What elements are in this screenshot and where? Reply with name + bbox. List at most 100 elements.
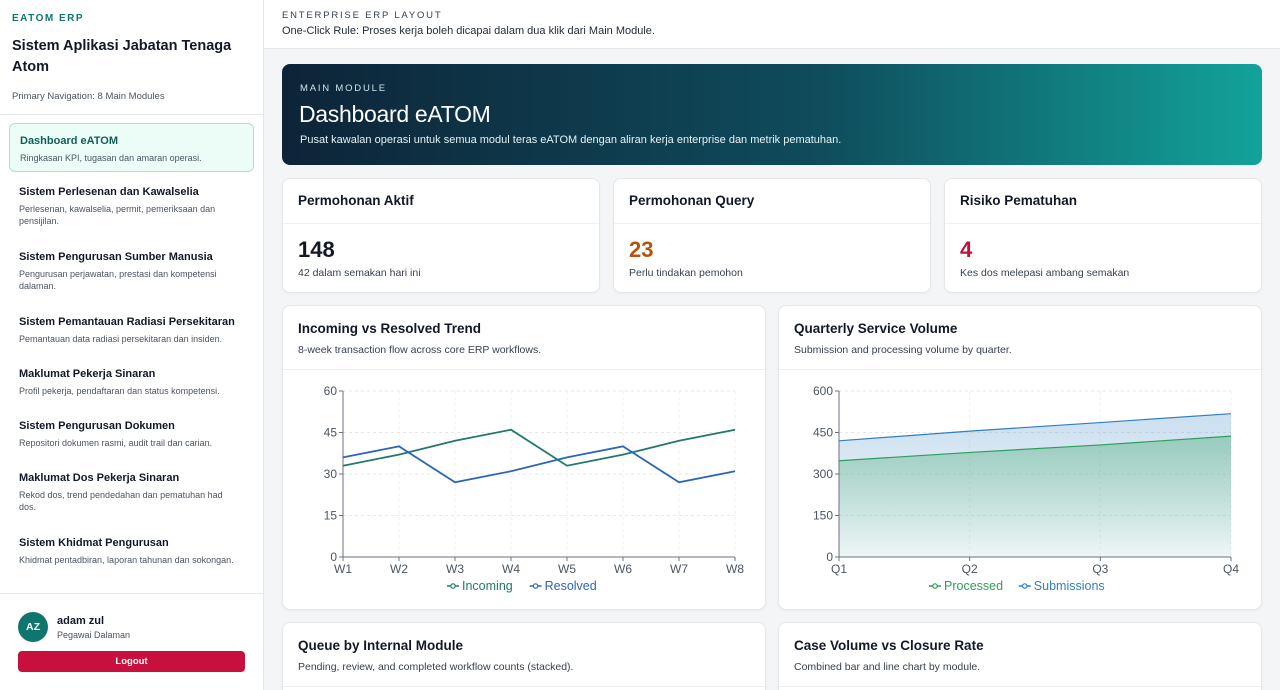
chart-subtitle: 8-week transaction flow across core ERP … — [298, 344, 542, 356]
kpi-divider — [945, 223, 1261, 224]
quarterly-chart: 0 150 300 450 600 Q1 Q2 Q3 Q4 Processed Submission… — [813, 384, 1239, 593]
topbar-kicker: ENTERPRISE ERP LAYOUT — [282, 10, 443, 21]
sidebar-item-dos-pekerja[interactable]: Maklumat Dos Pekerja Sinaran Rekod dos, … — [9, 465, 254, 517]
queue-chart-card: Queue by Internal Module Pending, review… — [282, 622, 766, 690]
sidebar-item-title: Sistem Pengurusan Dokumen — [19, 420, 175, 432]
trend-chart-card: Incoming vs Resolved Trend 8-week transa… — [282, 305, 766, 610]
x-tick-label: W2 — [390, 562, 408, 576]
kpi-title: Risiko Pematuhan — [960, 193, 1078, 208]
nav-caption: Primary Navigation: 8 Main Modules — [12, 91, 165, 102]
chart-subtitle: Pending, review, and completed workflow … — [298, 661, 574, 673]
x-tick-label: W1 — [334, 562, 352, 576]
kpi-divider — [283, 223, 599, 224]
y-tick-label: 300 — [813, 467, 833, 481]
x-tick-label: W5 — [558, 562, 576, 576]
x-tick-label: W6 — [614, 562, 632, 576]
sidebar-item-title: Sistem Pemantauan Radiasi Persekitaran — [19, 316, 235, 328]
sidebar-item-desc: Perlesenan, kawalselia, permit, pemeriks… — [19, 204, 216, 226]
sidebar-item-dashboard[interactable]: Dashboard eATOM Ringkasan KPI, tugasan d… — [9, 123, 254, 172]
sidebar-item-radiasi[interactable]: Sistem Pemantauan Radiasi Persekitaran P… — [9, 309, 254, 349]
y-tick-label: 45 — [324, 426, 338, 440]
chart-divider — [779, 686, 1261, 687]
kpi-title: Permohonan Query — [629, 193, 755, 208]
sidebar-item-khidmat[interactable]: Sistem Khidmat Pengurusan Khidmat pentad… — [9, 530, 254, 582]
x-tick-label: Q2 — [962, 562, 978, 576]
logout-button[interactable]: Logout — [18, 651, 245, 672]
sidebar-item-title: Maklumat Pekerja Sinaran — [19, 368, 156, 380]
x-tick-label: W4 — [502, 562, 520, 576]
kpi-value: 23 — [629, 237, 654, 262]
legend-marker — [1022, 583, 1028, 589]
kpi-subtext: Perlu tindakan pemohon — [629, 267, 743, 279]
x-tick-label: Q3 — [1092, 562, 1108, 576]
legend-label: Incoming — [462, 579, 513, 593]
series-line-submissions — [838, 413, 1232, 442]
sidebar-item-title: Sistem Pengurusan Sumber Manusia — [19, 251, 213, 263]
series-area-processed — [839, 436, 1231, 557]
y-tick-label: 0 — [330, 550, 337, 564]
chart-title: Quarterly Service Volume — [794, 321, 958, 336]
chart-title: Queue by Internal Module — [298, 638, 464, 653]
chart-title: Case Volume vs Closure Rate — [794, 638, 984, 653]
sidebar-item-desc: Repositori dokumen rasmi, audit trail da… — [19, 438, 213, 448]
kpi-value: 148 — [298, 237, 335, 262]
trend-chart: 0 15 30 45 60 W1 W2 W3 W4 W5 W6 W7 W8 Incoming Resolve… — [324, 384, 745, 593]
sidebar-item-desc: Pengurusan perjawatan, prestasi dan komp… — [19, 269, 217, 291]
sidebar-item-desc: Khidmat pentadbiran, laporan tahunan dan… — [19, 555, 234, 565]
legend-label: Processed — [944, 579, 1003, 593]
sidebar-item-title: Sistem Perlesenan dan Kawalselia — [19, 186, 199, 198]
y-tick-label: 60 — [324, 384, 338, 398]
sidebar-item-sumber-manusia[interactable]: Sistem Pengurusan Sumber Manusia Penguru… — [9, 244, 254, 296]
kpi-divider — [614, 223, 930, 224]
sidebar-item-desc: Ringkasan KPI, tugasan dan amaran operas… — [20, 153, 202, 163]
sidebar-footer-divider — [0, 593, 263, 594]
case-volume-chart-card: Case Volume vs Closure Rate Combined bar… — [778, 622, 1262, 690]
sidebar-item-dokumen[interactable]: Sistem Pengurusan Dokumen Repositori dok… — [9, 413, 254, 453]
x-tick-label: W8 — [726, 562, 744, 576]
user-name: adam zul — [57, 615, 105, 627]
kpi-card-permohonan-aktif: Permohonan Aktif 148 42 dalam semakan ha… — [282, 178, 600, 293]
hero-subtitle: Pusat kawalan operasi untuk semua modul … — [300, 134, 842, 146]
user-role: Pegawai Dalaman — [57, 630, 131, 640]
legend-label: Submissions — [1034, 579, 1105, 593]
sidebar-item-perlesenan[interactable]: Sistem Perlesenan dan Kawalselia Perlese… — [9, 179, 254, 231]
sidebar-item-title: Maklumat Dos Pekerja Sinaran — [19, 472, 180, 484]
y-tick-label: 0 — [826, 550, 833, 564]
kpi-value: 4 — [960, 237, 973, 262]
series-line-resolved — [342, 445, 736, 484]
legend-label: Resolved — [545, 579, 597, 593]
x-tick-label: W7 — [670, 562, 688, 576]
x-tick-label: Q1 — [831, 562, 847, 576]
chart-subtitle: Submission and processing volume by quar… — [794, 344, 1012, 356]
series-line-processed — [838, 435, 1232, 462]
x-tick-label: Q4 — [1223, 562, 1239, 576]
y-tick-label: 450 — [813, 426, 833, 440]
chart-title: Incoming vs Resolved Trend — [298, 321, 482, 336]
sidebar-item-title: Sistem Khidmat Pengurusan — [19, 537, 169, 549]
sidebar-item-desc: Rekod dos, trend pendedahan dan pematuha… — [19, 490, 223, 512]
legend-marker — [532, 583, 539, 589]
quarterly-chart-card: Quarterly Service Volume Submission and … — [778, 305, 1262, 610]
sidebar-item-desc: Profil pekerja, pendaftaran dan status k… — [19, 386, 220, 396]
sidebar: EATOM ERP Sistem Aplikasi Jabatan Tenaga… — [0, 0, 264, 690]
page-title: Dashboard eATOM — [299, 101, 491, 127]
y-tick-label: 30 — [324, 467, 338, 481]
kpi-title: Permohonan Aktif — [298, 193, 414, 208]
sidebar-divider — [0, 114, 263, 115]
app-title: Sistem Aplikasi Jabatan Tenaga Atom — [12, 38, 232, 75]
sidebar-item-desc: Pemantauan data radiasi persekitaran dan… — [19, 334, 223, 344]
y-tick-label: 15 — [324, 509, 338, 523]
chart-divider — [779, 369, 1261, 370]
y-tick-label: 150 — [813, 509, 833, 523]
kpi-card-permohonan-query: Permohonan Query 23 Perlu tindakan pemoh… — [613, 178, 931, 293]
topbar: ENTERPRISE ERP LAYOUT One-Click Rule: Pr… — [264, 0, 1280, 49]
kpi-card-risiko-pematuhan: Risiko Pematuhan 4 Kes dos melepasi amba… — [944, 178, 1262, 293]
avatar: AZ — [18, 612, 48, 642]
sidebar-item-title: Dashboard eATOM — [20, 135, 118, 147]
hero-kicker: MAIN MODULE — [300, 83, 387, 94]
kpi-subtext: Kes dos melepasi ambang semakan — [960, 267, 1130, 279]
hero-banner: MAIN MODULE Dashboard eATOM Pusat kawala… — [282, 64, 1262, 165]
kpi-subtext: 42 dalam semakan hari ini — [298, 267, 421, 279]
chart-subtitle: Combined bar and line chart by module. — [794, 661, 981, 673]
sidebar-item-pekerja-sinaran[interactable]: Maklumat Pekerja Sinaran Profil pekerja,… — [9, 361, 254, 401]
